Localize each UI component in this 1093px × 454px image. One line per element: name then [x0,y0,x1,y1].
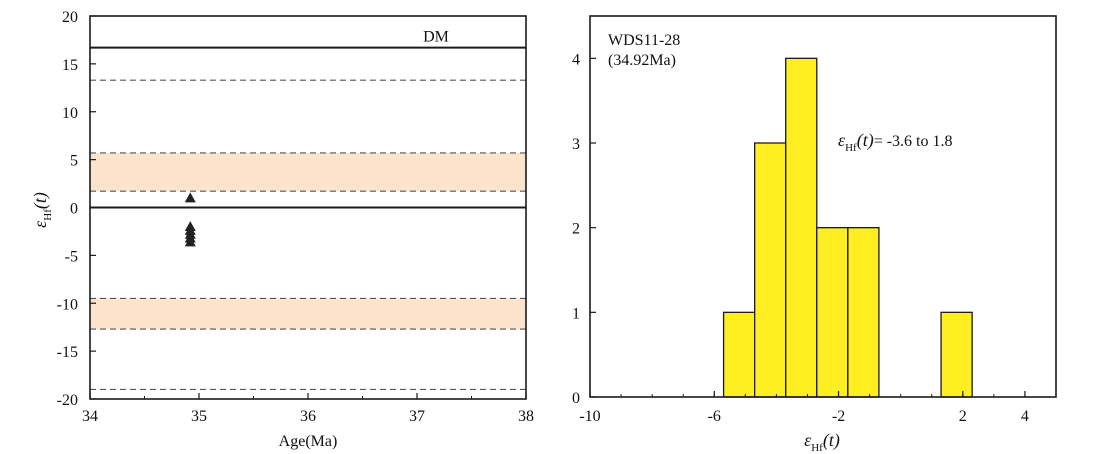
x-tick-label-36: 36 [300,408,316,425]
histogram-bar-4 [847,227,880,398]
x-axis-label-subscript: Hf [811,442,823,454]
hist-x-tick-label-4: 4 [1021,408,1029,425]
y-tick-label-10: 10 [62,105,78,122]
range-symbol: ε [838,130,846,150]
sample-name-label: WDS11-28 [608,32,680,49]
y-tick-label--15: -15 [57,344,78,361]
band-0 [90,152,526,192]
histogram-bar-2 [785,57,818,398]
data-point-triangle-0 [184,192,196,203]
x-tick-label-34: 34 [82,408,98,425]
y-tick-label--5: -5 [65,248,78,265]
x-axis-label-age: Age(Ma) [279,433,338,450]
y-axis-label-subscript: Hf [42,209,54,221]
hist-x-tick-label-2: 2 [959,408,967,425]
histogram-bar-5 [940,311,973,398]
ehf-range-annotation: εHf(t)= -3.6 to 1.8 [838,130,953,154]
hist-y-tick-label-2: 2 [572,221,580,238]
x-axis-label-symbol: ε [804,430,812,450]
y-tick-label-20: 20 [62,9,78,26]
x-tick-label-38: 38 [518,408,534,425]
dm-line-label: DM [423,29,449,46]
x-tick-label-35: 35 [191,408,207,425]
range-subscript: Hf [845,142,857,154]
histogram-bar-1 [754,142,787,398]
hist-y-tick-label-4: 4 [572,51,580,68]
y-axis-label-ehf: εHf(t) [30,192,54,228]
y-axis-label-argument: (t) [30,192,51,209]
histogram-bar-3 [816,227,849,398]
x-tick-label-37: 37 [409,408,425,425]
hist-x-tick-label--6: -6 [708,408,721,425]
y-tick-label-0: 0 [70,201,78,218]
hist-x-tick-label--2: -2 [832,408,845,425]
x-axis-label-argument: (t) [823,430,840,451]
range-values: = -3.6 to 1.8 [874,133,953,150]
data-point-triangle-5 [184,236,196,247]
hist-y-tick-label-3: 3 [572,136,580,153]
y-tick-label-5: 5 [70,153,78,170]
hist-y-tick-label-1: 1 [572,305,580,322]
y-tick-label-15: 15 [62,57,78,74]
hist-x-tick-label--10: -10 [579,408,600,425]
y-tick-label--10: -10 [57,296,78,313]
y-tick-label--20: -20 [57,392,78,409]
histogram-bar-0 [722,311,756,398]
age-vs-ehf-panel: 34 35 36 37 38 20 15 10 5 0 -5 -10 -15 -20 DM Age(Ma)… [30,9,534,450]
x-axis-label-ehf: εHf(t) [804,430,840,454]
hist-y-tick-label-0: 0 [572,390,580,407]
y-axis-label-symbol: ε [30,220,50,228]
sample-age-label: (34.92Ma) [608,52,676,69]
right-plot-frame [589,15,1057,398]
range-argument: (t) [857,130,874,151]
band-1 [90,298,526,330]
